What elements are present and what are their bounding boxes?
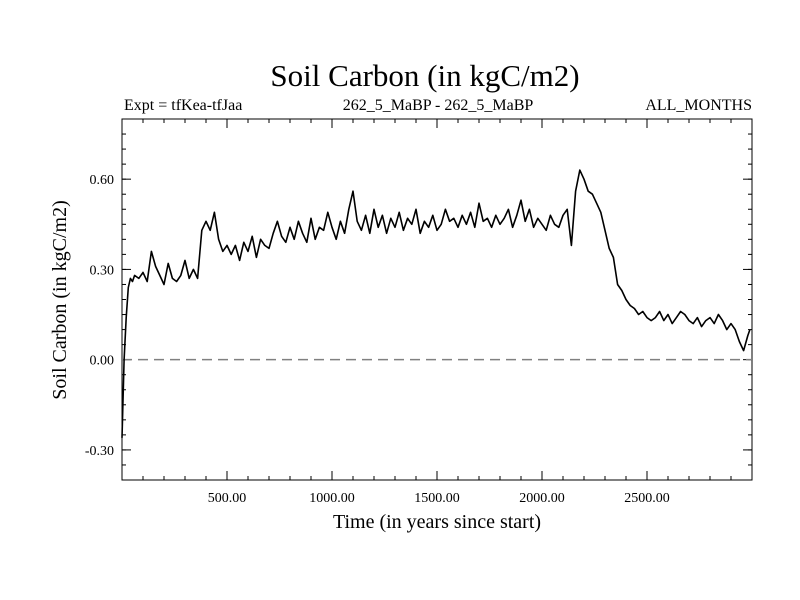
chart-title: Soil Carbon (in kgC/m2) [270, 58, 579, 93]
x-axis-title: Time (in years since start) [333, 511, 541, 533]
x-tick-label: 2000.00 [519, 491, 565, 506]
y-tick-label: 0.00 [90, 354, 115, 369]
plot-frame [121, 118, 753, 481]
axes-layer: -0.30 0.00 0.30 0.60 500.00 1000.00 1500.00 200… [85, 118, 753, 506]
series-line [121, 169, 751, 438]
y-tick-label: 0.30 [90, 263, 115, 278]
x-tick-label: 1000.00 [309, 491, 355, 506]
y-tick-label: -0.30 [85, 444, 114, 459]
chart-subtitle-center: 262_5_MaBP - 262_5_MaBP [343, 97, 534, 114]
chart-subtitle-left: Expt = tfKea-tfJaa [124, 97, 242, 114]
data-layer [121, 169, 752, 438]
x-tick-label: 2500.00 [624, 491, 670, 506]
chart-subtitle-right: ALL_MONTHS [645, 97, 752, 114]
x-tick-label: 500.00 [208, 491, 247, 506]
y-axis-title: Soil Carbon (in kgC/m2) [49, 200, 71, 399]
y-tick-label: 0.60 [90, 173, 115, 188]
x-tick-label: 1500.00 [414, 491, 460, 506]
